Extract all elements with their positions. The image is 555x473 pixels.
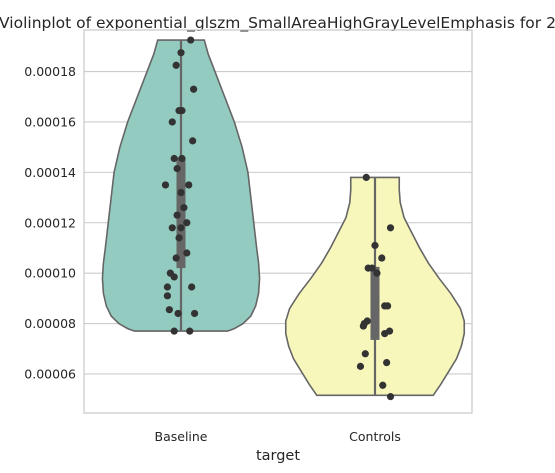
data-point <box>359 322 367 330</box>
chart-title: Violinplot of exponential_glszm_SmallAre… <box>0 14 555 33</box>
data-point <box>383 359 391 367</box>
data-point <box>168 118 176 126</box>
data-point <box>186 327 194 335</box>
data-point <box>356 362 365 370</box>
data-point <box>177 224 185 232</box>
data-point <box>177 49 185 57</box>
data-point <box>163 283 172 291</box>
iqr-box-baseline <box>176 157 186 269</box>
data-point <box>381 330 389 338</box>
data-point <box>371 241 379 250</box>
iqr-box-controls <box>370 266 380 340</box>
data-point <box>361 350 369 358</box>
data-point <box>170 154 178 163</box>
x-axis-label: target <box>256 448 300 464</box>
y-tick-label: 0.00008 <box>24 316 76 331</box>
data-point <box>190 85 198 93</box>
data-point <box>386 224 395 232</box>
data-point <box>187 36 195 44</box>
data-point <box>172 254 180 262</box>
x-axis-ticks: Baseline Controls <box>155 429 401 444</box>
y-tick-label: 0.00014 <box>24 165 76 180</box>
data-point <box>386 393 395 401</box>
data-point <box>373 269 381 277</box>
data-point <box>178 154 186 163</box>
y-tick-label: 0.00010 <box>24 266 76 281</box>
data-point <box>172 61 180 69</box>
data-point <box>170 273 178 281</box>
data-point <box>168 224 176 232</box>
data-point <box>185 181 193 189</box>
y-axis-ticks: 0.00006 0.00008 0.00010 0.00012 0.00014 0.000… <box>24 64 76 381</box>
whiskers <box>176 40 380 396</box>
violins <box>101 39 466 397</box>
points <box>161 36 395 401</box>
data-point <box>163 292 172 300</box>
data-point <box>379 381 387 389</box>
data-point <box>378 254 386 262</box>
data-point <box>173 211 181 219</box>
data-point <box>189 137 197 145</box>
data-point <box>368 264 376 272</box>
data-point <box>188 283 196 291</box>
data-point <box>180 204 188 212</box>
data-point <box>170 327 178 335</box>
y-tick-label: 0.00018 <box>24 64 76 79</box>
data-point <box>175 234 183 242</box>
data-point <box>183 219 191 227</box>
data-point <box>178 107 186 115</box>
data-point <box>173 164 181 173</box>
y-tick-label: 0.00012 <box>24 215 76 230</box>
data-point <box>165 306 173 314</box>
data-point <box>177 188 185 197</box>
y-tick-label: 0.00016 <box>24 114 76 129</box>
data-point <box>183 249 191 257</box>
data-point <box>161 181 170 189</box>
y-tick-label: 0.00006 <box>24 366 76 381</box>
data-point <box>362 173 370 182</box>
x-tick-label: Controls <box>349 429 401 444</box>
data-point <box>384 302 392 310</box>
x-tick-label: Baseline <box>155 429 208 444</box>
data-point <box>190 309 199 318</box>
data-point <box>174 309 182 318</box>
plot-frame <box>83 29 473 414</box>
